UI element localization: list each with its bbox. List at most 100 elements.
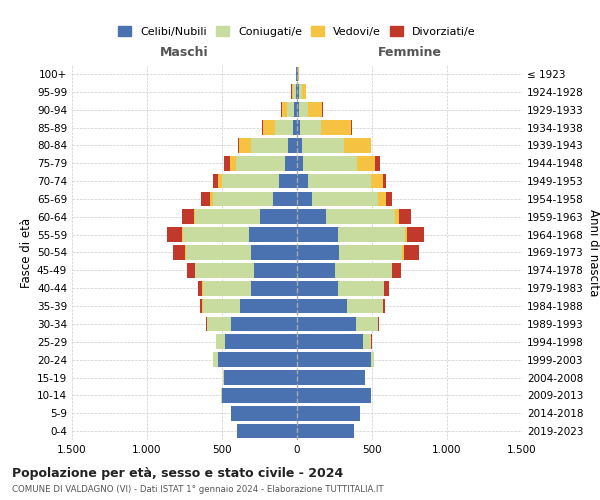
Bar (293, 84, 296, 99)
Bar (213, 352, 218, 367)
Bar (297, 138, 302, 152)
Bar (297, 281, 337, 295)
Bar (297, 406, 360, 420)
Bar (297, 210, 325, 224)
Bar (225, 334, 297, 349)
Bar (251, 245, 297, 260)
Bar (343, 138, 371, 152)
Bar (200, 298, 202, 314)
Bar (263, 120, 275, 135)
Bar (201, 192, 210, 206)
Bar (251, 281, 297, 295)
Bar (383, 298, 385, 314)
Bar (260, 210, 297, 224)
Bar (395, 210, 399, 224)
Bar (355, 316, 378, 331)
Bar (297, 370, 365, 385)
Bar (287, 102, 294, 117)
Bar (218, 352, 297, 367)
Bar (218, 174, 222, 188)
Text: Maschi: Maschi (160, 46, 209, 59)
Bar (216, 334, 225, 349)
Bar (351, 120, 352, 135)
Bar (385, 281, 389, 295)
Bar (193, 210, 195, 224)
Bar (222, 388, 297, 402)
Bar (303, 156, 357, 170)
Bar (378, 192, 386, 206)
Bar (297, 424, 354, 438)
Bar (363, 334, 371, 349)
Bar (294, 102, 297, 117)
Bar (308, 102, 322, 117)
Bar (297, 298, 347, 314)
Bar (182, 210, 193, 224)
Bar (402, 245, 404, 260)
Bar (378, 316, 379, 331)
Bar (297, 192, 312, 206)
Bar (297, 174, 308, 188)
Bar (300, 120, 321, 135)
Bar (312, 192, 378, 206)
Bar (383, 174, 386, 188)
Bar (325, 210, 395, 224)
Bar (299, 84, 302, 99)
Bar (229, 156, 235, 170)
Bar (292, 84, 293, 99)
Bar (297, 120, 300, 135)
Bar (337, 281, 384, 295)
Text: Popolazione per età, sesso e stato civile - 2024: Popolazione per età, sesso e stato civil… (12, 468, 343, 480)
Bar (293, 120, 297, 135)
Bar (299, 102, 308, 117)
Bar (187, 263, 194, 278)
Bar (347, 298, 383, 314)
Bar (173, 245, 185, 260)
Bar (237, 424, 297, 438)
Bar (297, 228, 337, 242)
Bar (195, 210, 260, 224)
Bar (281, 102, 282, 117)
Bar (213, 174, 218, 188)
Bar (297, 102, 299, 117)
Bar (371, 352, 374, 367)
Bar (282, 102, 287, 117)
Bar (296, 84, 297, 99)
Bar (167, 228, 182, 242)
Bar (297, 84, 299, 99)
Legend: Celibi/Nubili, Coniugati/e, Vedovi/e, Divorziati/e: Celibi/Nubili, Coniugati/e, Vedovi/e, Di… (114, 22, 480, 42)
Bar (297, 245, 339, 260)
Bar (407, 228, 424, 242)
Bar (210, 192, 213, 206)
Bar (392, 263, 401, 278)
Bar (297, 388, 371, 402)
Bar (221, 388, 222, 402)
Bar (275, 120, 293, 135)
Bar (238, 138, 239, 152)
Bar (223, 370, 297, 385)
Bar (357, 156, 375, 170)
Bar (404, 245, 419, 260)
Bar (249, 228, 297, 242)
Bar (183, 228, 249, 242)
Bar (254, 263, 297, 278)
Bar (213, 192, 273, 206)
Bar (182, 228, 183, 242)
Bar (285, 156, 297, 170)
Bar (297, 156, 303, 170)
Bar (262, 120, 263, 135)
Y-axis label: Anni di nascita: Anni di nascita (587, 209, 600, 296)
Bar (297, 316, 355, 331)
Bar (235, 156, 285, 170)
Text: Femmine: Femmine (377, 46, 442, 59)
Bar (399, 210, 411, 224)
Bar (203, 298, 240, 314)
Bar (185, 245, 186, 260)
Bar (251, 138, 288, 152)
Bar (297, 263, 335, 278)
Bar (198, 281, 202, 295)
Bar (296, 66, 297, 81)
Text: COMUNE DI VALDAGNO (VI) - Dati ISTAT 1° gennaio 2024 - Elaborazione TUTTITALIA.I: COMUNE DI VALDAGNO (VI) - Dati ISTAT 1° … (12, 486, 383, 494)
Bar (302, 138, 343, 152)
Bar (222, 174, 279, 188)
Bar (203, 281, 251, 295)
